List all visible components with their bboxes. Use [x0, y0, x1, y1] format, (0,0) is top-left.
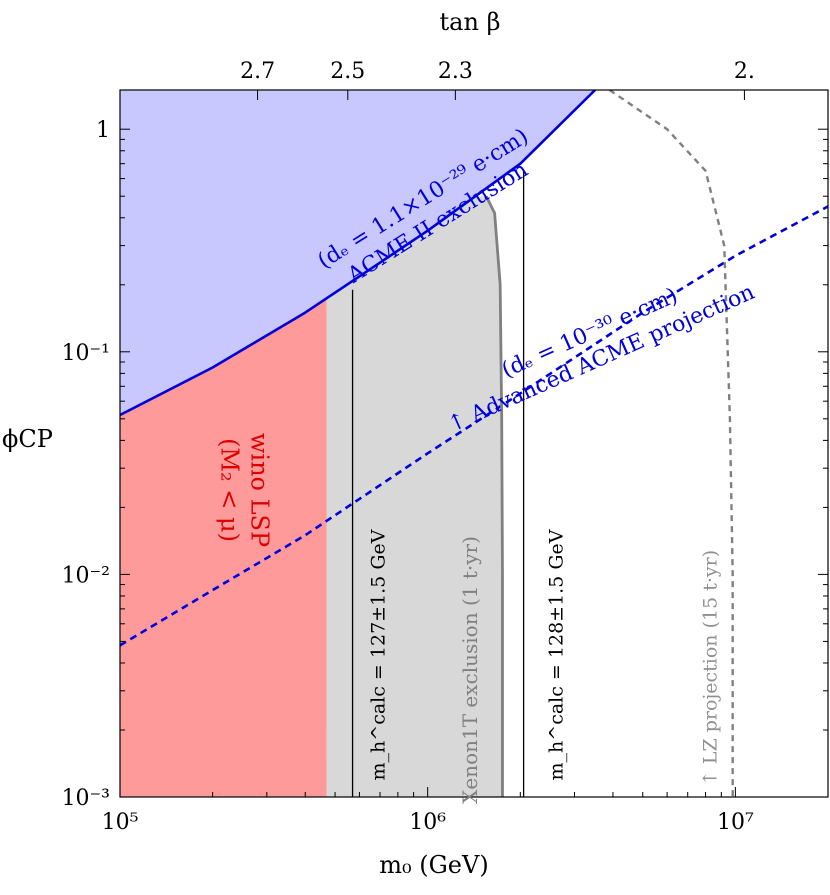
- y-tick-label: 10⁻²: [62, 563, 110, 588]
- x-tick-label: 10⁶: [409, 810, 446, 835]
- plot-regions: [120, 90, 596, 797]
- lz-projection-line: [608, 90, 734, 797]
- top-tick-label: 2.3: [438, 59, 473, 84]
- xenon1t-exclusion-line: [484, 195, 504, 797]
- acme-ii-exclusion-line: [120, 90, 597, 417]
- x-axis-title: m₀ (GeV): [379, 851, 488, 879]
- mh-127-label-line: m_h^calc = 127±1.5 GeV: [368, 529, 390, 780]
- mh-128-label-line: m_h^calc = 128±1.5 GeV: [546, 529, 568, 780]
- mh-127-label: m_h^calc = 127±1.5 GeV: [368, 529, 390, 780]
- lz-projection-label: ↑ LZ projection (15 t·yr): [700, 550, 722, 786]
- tick-labels: 10⁵ 10⁶ 10⁷ 1 10⁻¹ 10⁻² 10⁻³ 2.7 2.5 2.3 2. m₀ (GeV…: [2, 8, 755, 879]
- wino-lsp-label-line: wino LSP: [246, 433, 274, 547]
- ticks: [119, 90, 829, 798]
- plot-lines: [120, 90, 828, 797]
- y-axis-title: ϕCP: [2, 425, 53, 453]
- wino-lsp-label: wino LSP(M₂ < μ): [216, 433, 274, 547]
- wino-lsp-label-line: (M₂ < μ): [216, 438, 244, 542]
- y-tick-label: 10⁻¹: [62, 341, 110, 366]
- top-tick-label: 2.: [734, 59, 755, 84]
- y-tick-label: 1: [96, 118, 110, 143]
- xenon1t-label-line: Xenon1T exclusion (1 t·yr): [458, 536, 482, 804]
- xenon1t-label: Xenon1T exclusion (1 t·yr): [458, 536, 482, 804]
- plot-frame: [119, 89, 829, 798]
- x-tick-label: 10⁵: [102, 810, 139, 835]
- region-acme-excluded: [120, 90, 596, 416]
- region-wino-lsp: [120, 298, 327, 797]
- lz-projection-label-line: ↑ LZ projection (15 t·yr): [700, 550, 722, 786]
- top-tick-label: 2.7: [240, 59, 275, 84]
- top-tick-label: 2.5: [330, 59, 365, 84]
- region-xenon1t: [326, 196, 503, 797]
- mh-128-label: m_h^calc = 128±1.5 GeV: [546, 529, 568, 780]
- y-tick-label: 10⁻³: [62, 786, 110, 811]
- advanced-acme-projection-line: [120, 205, 828, 647]
- x-tick-label: 10⁷: [717, 810, 754, 835]
- top-axis-title: tan β: [440, 8, 501, 36]
